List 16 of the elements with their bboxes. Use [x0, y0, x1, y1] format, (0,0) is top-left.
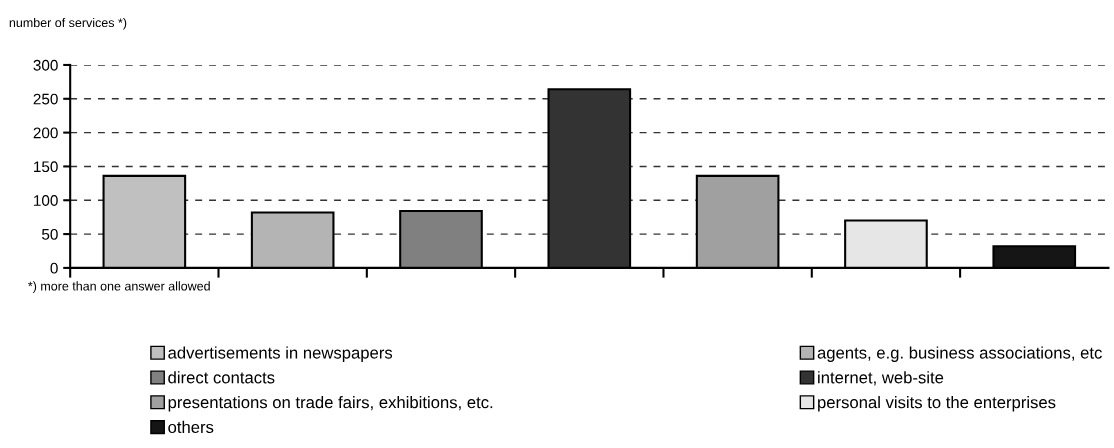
y-tick-label: 250 [33, 93, 58, 105]
y-tick-label: 300 [33, 59, 58, 71]
legend-label: others [168, 420, 214, 434]
y-axis-title: number of services *) [9, 17, 127, 30]
y-tick-label: 200 [33, 127, 58, 139]
legend-label: internet, web-site [818, 371, 944, 386]
legend-label: advertisements in newspapers [168, 346, 393, 362]
legend-label: personal visits to the enterprises [818, 396, 1056, 412]
y-tick-label: 0 [50, 262, 58, 274]
legend-label: direct contacts [168, 371, 275, 384]
y-tick-label: 100 [34, 195, 58, 206]
legend-label: agents, e.g. business associations, etc [817, 346, 1102, 362]
text: *) more than one answer allowed [28, 281, 210, 293]
y-tick-label: 150 [34, 161, 58, 173]
y-tick-label: 50 [42, 228, 58, 240]
legend-label: presentations on trade fairs, exhibitions, etc. [168, 396, 493, 412]
